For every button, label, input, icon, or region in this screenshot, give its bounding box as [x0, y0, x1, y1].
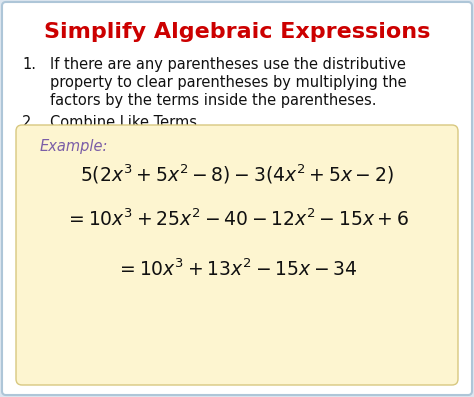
- Text: $=10x^3+13x^2-15x-34$: $=10x^3+13x^2-15x-34$: [116, 259, 358, 281]
- Text: 1.: 1.: [22, 57, 36, 72]
- Text: Example:: Example:: [40, 139, 109, 154]
- Text: factors by the terms inside the parentheses.: factors by the terms inside the parenthe…: [50, 93, 376, 108]
- Text: Combine Like Terms.: Combine Like Terms.: [50, 115, 202, 130]
- Text: 2.: 2.: [22, 115, 36, 130]
- Text: property to clear parentheses by multiplying the: property to clear parentheses by multipl…: [50, 75, 407, 90]
- Text: If there are any parentheses use the distributive: If there are any parentheses use the dis…: [50, 57, 406, 72]
- Text: $=10x^3+25x^2-40-12x^2-15x+6$: $=10x^3+25x^2-40-12x^2-15x+6$: [65, 209, 409, 231]
- Text: Simplify Algebraic Expressions: Simplify Algebraic Expressions: [44, 22, 430, 42]
- FancyBboxPatch shape: [16, 125, 458, 385]
- Text: $5\left(2x^3+5x^2-8\right)-3\left(4x^2+5x-2\right)$: $5\left(2x^3+5x^2-8\right)-3\left(4x^2+5…: [80, 163, 394, 187]
